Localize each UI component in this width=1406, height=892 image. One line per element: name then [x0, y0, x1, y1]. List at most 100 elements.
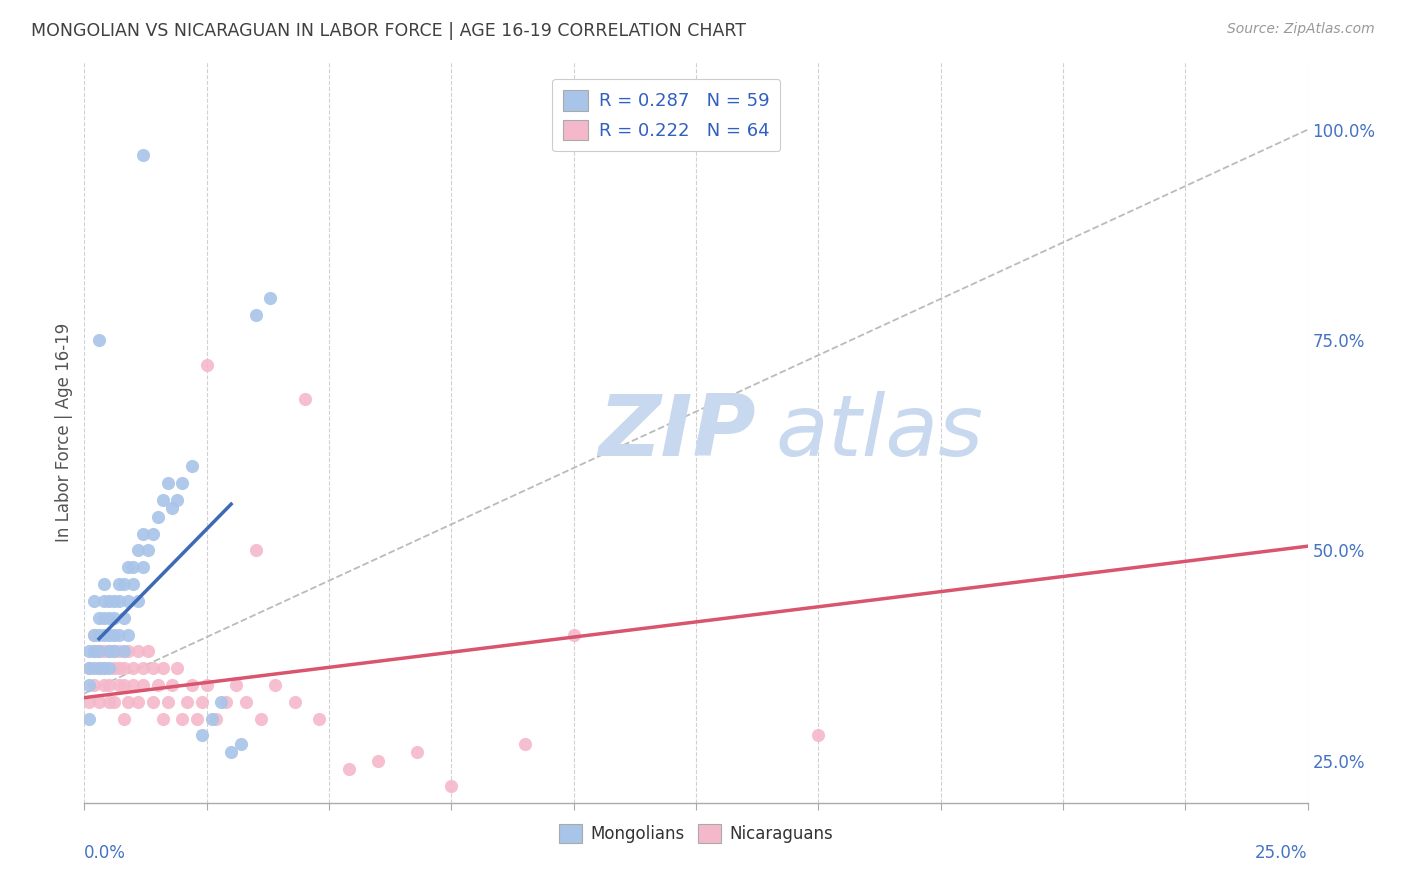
Point — [162, 678, 184, 692]
Point — [77, 712, 100, 726]
Point — [117, 627, 139, 641]
Point — [172, 712, 194, 726]
Point — [308, 712, 330, 726]
Point — [132, 526, 155, 541]
Text: atlas: atlas — [776, 391, 983, 475]
Point — [127, 594, 149, 608]
Point — [127, 644, 149, 658]
Point — [156, 695, 179, 709]
Point — [103, 644, 125, 658]
Point — [83, 644, 105, 658]
Point — [87, 661, 110, 675]
Point — [215, 695, 238, 709]
Point — [249, 712, 271, 726]
Point — [83, 627, 105, 641]
Legend: Mongolians, Nicaraguans: Mongolians, Nicaraguans — [553, 817, 839, 850]
Point — [103, 611, 125, 625]
Point — [112, 661, 135, 675]
Point — [191, 695, 214, 709]
Point — [87, 644, 110, 658]
Point — [176, 695, 198, 709]
Y-axis label: In Labor Force | Age 16-19: In Labor Force | Age 16-19 — [55, 323, 73, 542]
Point — [152, 661, 174, 675]
Text: 25.0%: 25.0% — [1256, 844, 1308, 862]
Point — [136, 644, 159, 658]
Point — [406, 745, 429, 759]
Point — [97, 661, 120, 675]
Point — [132, 560, 155, 574]
Point — [103, 627, 125, 641]
Point — [264, 678, 287, 692]
Point — [122, 560, 145, 574]
Point — [83, 661, 105, 675]
Point — [132, 678, 155, 692]
Point — [103, 644, 125, 658]
Point — [107, 577, 129, 591]
Point — [132, 148, 155, 162]
Point — [127, 695, 149, 709]
Point — [77, 661, 100, 675]
Point — [191, 729, 214, 743]
Text: Source: ZipAtlas.com: Source: ZipAtlas.com — [1227, 22, 1375, 37]
Point — [367, 754, 389, 768]
Point — [166, 661, 188, 675]
Point — [107, 627, 129, 641]
Point — [97, 611, 120, 625]
Point — [112, 644, 135, 658]
Point — [117, 560, 139, 574]
Point — [83, 644, 105, 658]
Point — [181, 678, 204, 692]
Point — [807, 729, 830, 743]
Point — [103, 695, 125, 709]
Point — [83, 594, 105, 608]
Point — [122, 661, 145, 675]
Point — [122, 577, 145, 591]
Point — [87, 627, 110, 641]
Point — [132, 661, 155, 675]
Point — [117, 695, 139, 709]
Point — [93, 678, 115, 692]
Point — [107, 644, 129, 658]
Point — [229, 737, 252, 751]
Point — [122, 678, 145, 692]
Point — [142, 661, 165, 675]
Point — [97, 627, 120, 641]
Point — [117, 644, 139, 658]
Point — [562, 627, 585, 641]
Text: 0.0%: 0.0% — [84, 844, 127, 862]
Point — [146, 509, 169, 524]
Point — [97, 695, 120, 709]
Point — [142, 526, 165, 541]
Point — [136, 543, 159, 558]
Point — [77, 678, 100, 692]
Point — [200, 712, 222, 726]
Point — [97, 644, 120, 658]
Point — [93, 594, 115, 608]
Point — [181, 459, 204, 474]
Point — [245, 543, 267, 558]
Point — [93, 661, 115, 675]
Point — [172, 476, 194, 491]
Point — [209, 695, 232, 709]
Point — [87, 661, 110, 675]
Point — [259, 291, 281, 305]
Point — [87, 333, 110, 347]
Text: ZIP: ZIP — [598, 391, 756, 475]
Point — [117, 594, 139, 608]
Point — [440, 779, 463, 793]
Point — [93, 644, 115, 658]
Point — [337, 762, 360, 776]
Point — [93, 627, 115, 641]
Point — [83, 678, 105, 692]
Point — [97, 594, 120, 608]
Point — [162, 501, 184, 516]
Point — [93, 577, 115, 591]
Point — [112, 678, 135, 692]
Point — [225, 678, 247, 692]
Point — [112, 611, 135, 625]
Point — [107, 594, 129, 608]
Point — [156, 476, 179, 491]
Point — [284, 695, 307, 709]
Point — [103, 661, 125, 675]
Point — [152, 712, 174, 726]
